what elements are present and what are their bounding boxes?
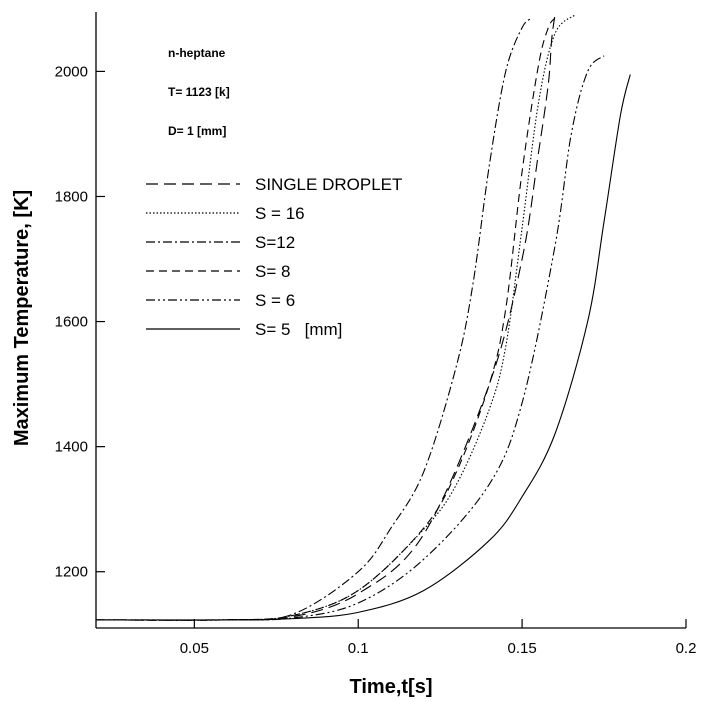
y-tick-label: 1400 <box>55 439 88 456</box>
series-line-5 <box>95 55 605 621</box>
legend: SINGLE DROPLET S = 16 S=12 S= 8 S = 6 S= 5 [m… <box>146 175 402 339</box>
annotation-fuel: n-heptane <box>168 46 226 60</box>
series-line-2 <box>95 14 575 621</box>
legend-label-4: S= 8 <box>255 262 290 281</box>
annotation-temperature: T= 1123 [k] <box>168 85 230 99</box>
legend-label-3: S=12 <box>255 233 295 252</box>
legend-label-5: S = 6 <box>255 291 295 310</box>
x-tick-label: 0.15 <box>508 640 537 657</box>
plot-area <box>95 12 686 629</box>
legend-label-6: S= 5 [mm] <box>255 320 342 339</box>
y-tick-label: 1200 <box>55 564 88 581</box>
x-axis-title: Time,t[s] <box>350 676 433 698</box>
series-line-6 <box>95 74 631 621</box>
legend-label-1: SINGLE DROPLET <box>255 175 402 194</box>
x-tick-label: 0.2 <box>676 640 697 657</box>
ticks-layer: 0.05 0.1 0.15 0.2 1200 1400 1600 1800 2000 <box>55 63 697 657</box>
x-tick-label: 0.1 <box>348 640 369 657</box>
series-line-1 <box>95 15 556 621</box>
y-tick-label: 2000 <box>55 63 88 80</box>
series-layer <box>95 14 631 621</box>
y-axis-title: Maximum Temperature, [K] <box>11 190 33 446</box>
annotation-diameter: D= 1 [mm] <box>168 124 226 138</box>
x-tick-label: 0.05 <box>180 640 209 657</box>
series-line-4 <box>95 17 556 621</box>
y-tick-label: 1800 <box>55 188 88 205</box>
y-tick-label: 1600 <box>55 314 88 331</box>
legend-label-2: S = 16 <box>255 204 305 223</box>
